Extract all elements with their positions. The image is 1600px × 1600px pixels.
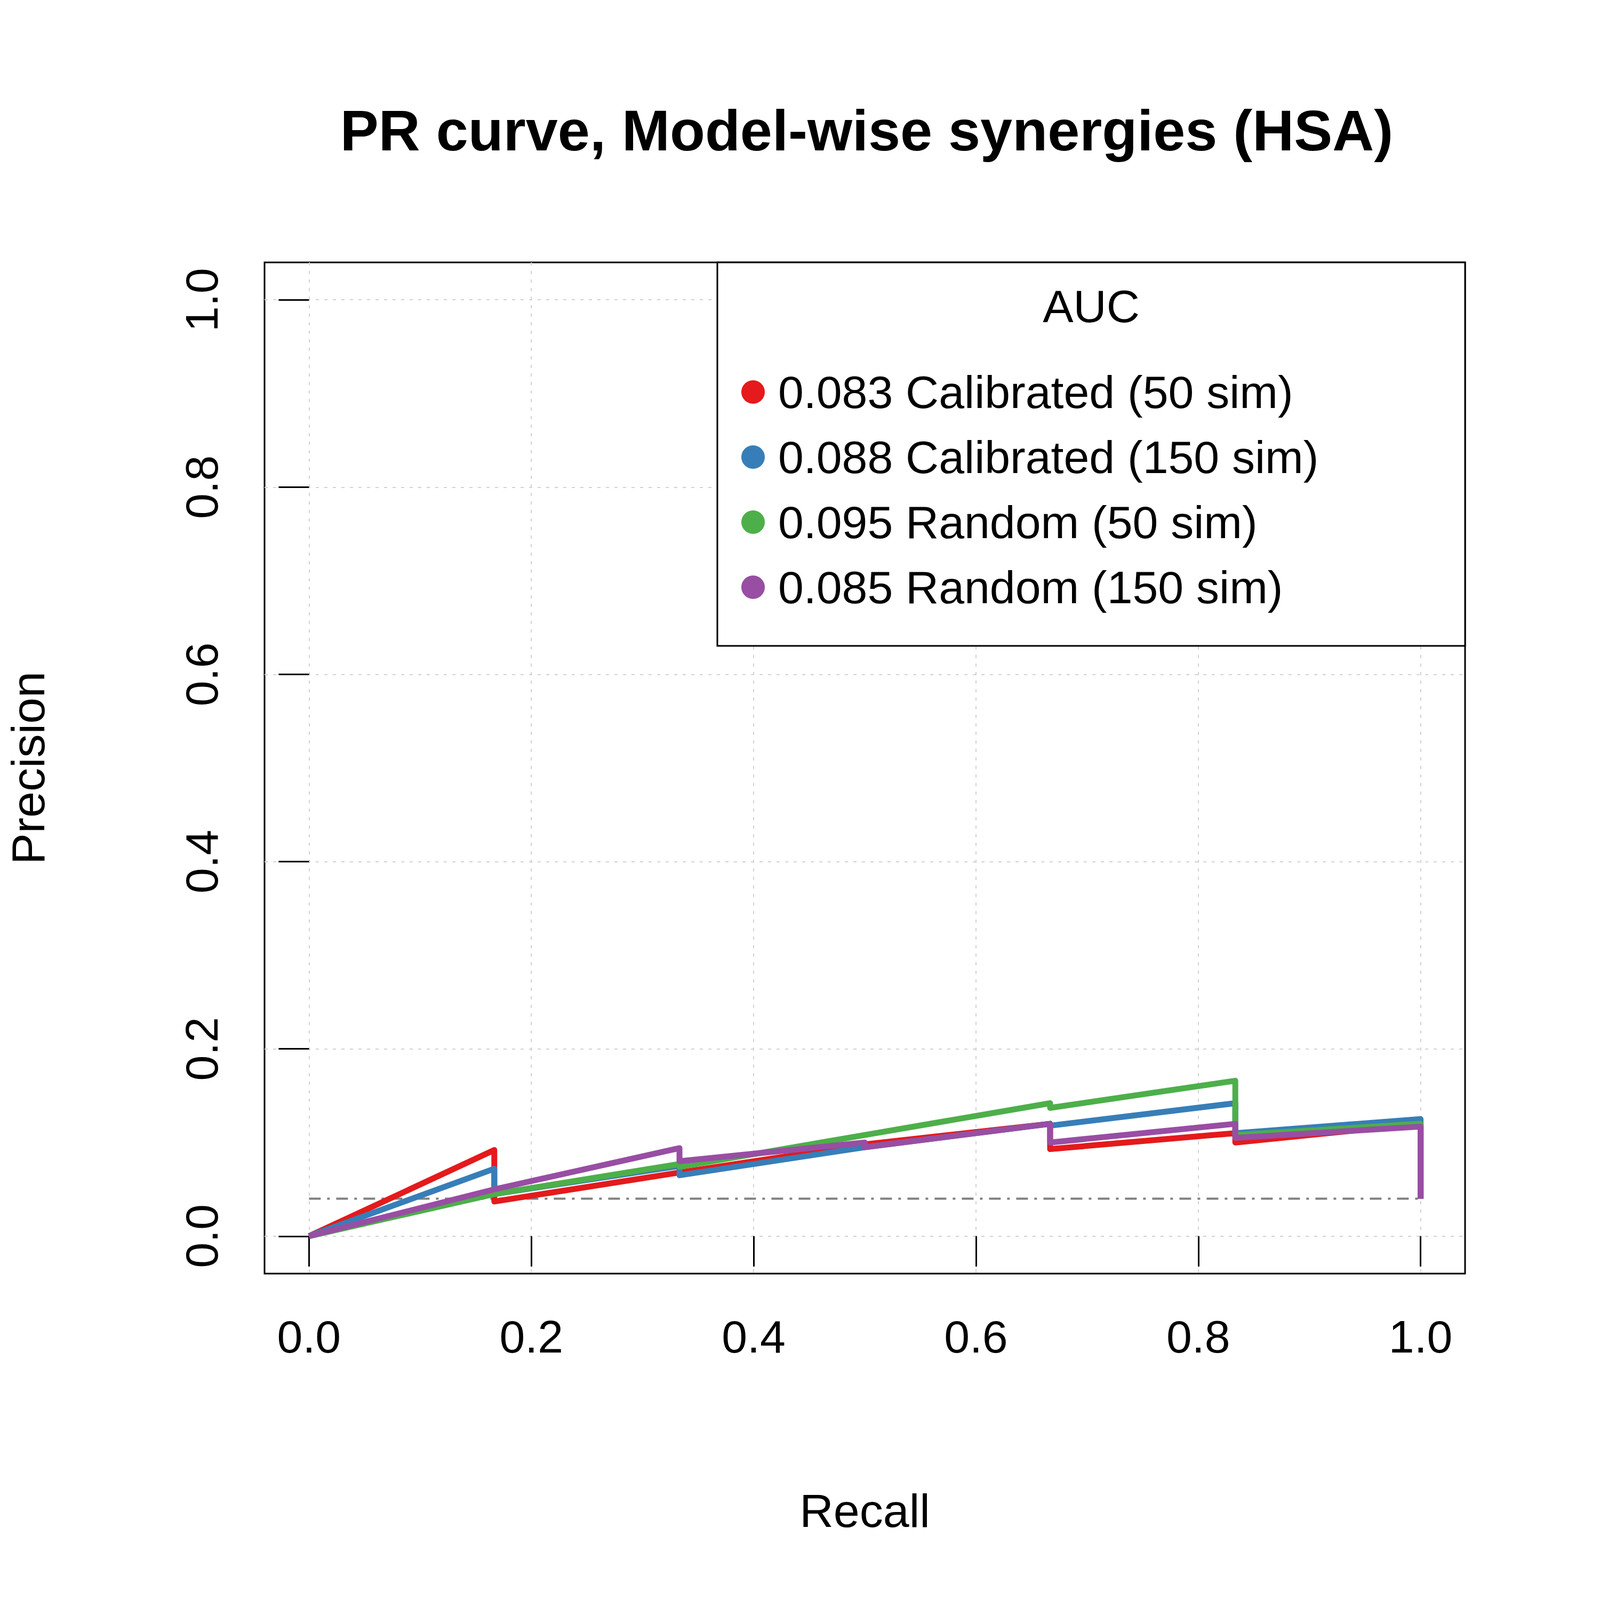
svg-text:0.0: 0.0 [176, 1204, 228, 1269]
svg-text:0.6: 0.6 [944, 1310, 1008, 1363]
svg-text:0.8: 0.8 [1166, 1310, 1231, 1363]
svg-text:0.2: 0.2 [499, 1310, 564, 1363]
svg-text:0.083 Calibrated (50 sim): 0.083 Calibrated (50 sim) [778, 366, 1294, 418]
svg-text:0.095 Random (50 sim): 0.095 Random (50 sim) [778, 496, 1258, 548]
svg-text:0.6: 0.6 [176, 642, 228, 707]
svg-text:AUC: AUC [1042, 280, 1140, 332]
svg-text:Precision: Precision [1, 671, 55, 865]
svg-text:1.0: 1.0 [1388, 1310, 1453, 1363]
svg-text:PR curve, Model-wise synergies: PR curve, Model-wise synergies (HSA) [340, 98, 1394, 163]
svg-text:Recall: Recall [799, 1484, 931, 1538]
svg-text:0.8: 0.8 [176, 455, 228, 520]
svg-text:0.0: 0.0 [277, 1310, 342, 1363]
svg-text:0.4: 0.4 [176, 829, 228, 894]
svg-text:0.085 Random (150 sim): 0.085 Random (150 sim) [778, 561, 1283, 613]
svg-text:0.4: 0.4 [721, 1310, 786, 1363]
svg-text:0.2: 0.2 [176, 1017, 228, 1082]
svg-text:0.088 Calibrated (150 sim): 0.088 Calibrated (150 sim) [778, 431, 1319, 483]
svg-text:1.0: 1.0 [176, 267, 228, 332]
